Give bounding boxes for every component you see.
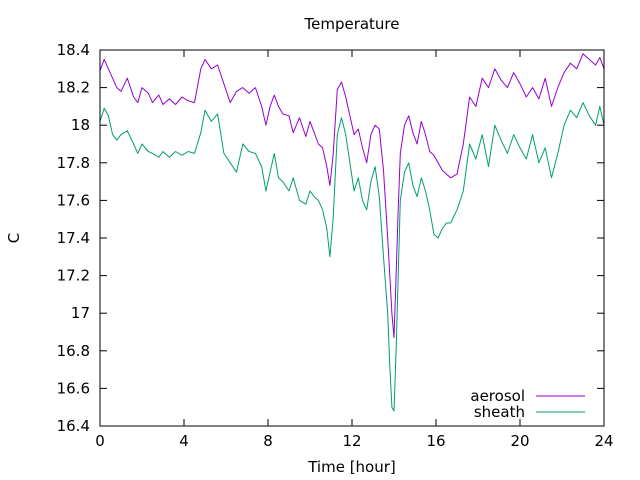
legend-label-aerosol: aerosol	[470, 387, 525, 405]
series-line-aerosol	[99, 53, 605, 339]
x-tick-label: 20	[510, 432, 529, 450]
y-tick-label: 18	[71, 116, 90, 134]
x-tick-label: 16	[426, 432, 445, 450]
chart-title: Temperature	[303, 15, 399, 33]
y-tick-label: 17.8	[57, 154, 90, 172]
x-tick-label: 8	[263, 432, 273, 450]
plot-border	[99, 49, 605, 427]
y-tick-label: 17.6	[57, 191, 90, 209]
series-lines	[99, 53, 605, 412]
legend-label-sheath: sheath	[474, 403, 525, 421]
x-axis-title: Time [hour]	[307, 458, 396, 476]
y-tick-label: 16.4	[57, 417, 90, 435]
x-tick-label: 4	[179, 432, 189, 450]
y-tick-label: 17.4	[57, 229, 90, 247]
y-tick-label: 18.4	[57, 41, 90, 59]
x-tick-label: 12	[342, 432, 361, 450]
x-tick-label: 0	[95, 432, 105, 450]
y-tick-label: 18.2	[57, 79, 90, 97]
y-tick-label: 16.8	[57, 342, 90, 360]
y-axis-title: C	[5, 233, 23, 243]
x-tick-label: 24	[594, 432, 613, 450]
series-line-sheath	[99, 102, 605, 412]
y-tick-label: 17	[71, 304, 90, 322]
y-tick-label: 17.2	[57, 267, 90, 285]
x-axis: 0 4 8 12 16 20 24	[95, 50, 614, 450]
y-tick-label: 16.6	[57, 379, 90, 397]
